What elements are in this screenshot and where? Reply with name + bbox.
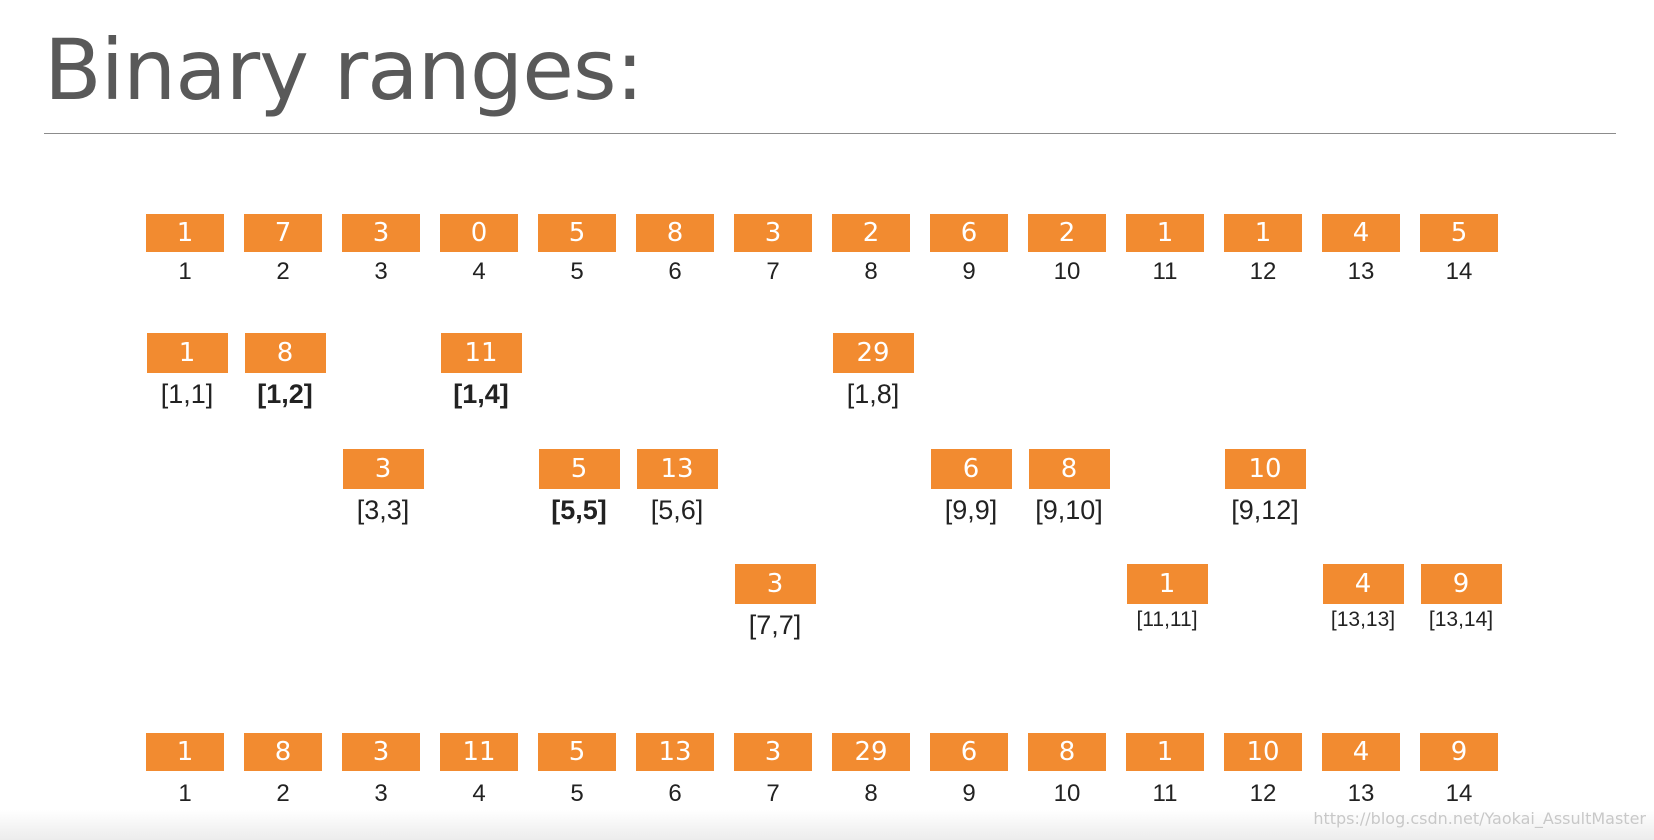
array-value-box: 1 [1126, 214, 1204, 252]
tree-value-box: 11 [440, 733, 518, 771]
level1-range-label: [1,8] [846, 379, 900, 409]
watermark: https://blog.csdn.net/Yaokai_AssultMaste… [1313, 809, 1646, 828]
array-index-label: 6 [668, 258, 682, 285]
level1-range-label: [1,2] [257, 379, 313, 409]
tree-index-label: 10 [1053, 780, 1081, 807]
level1-range-sum-box: 1 [146, 333, 228, 373]
level2-range-label: [9,9] [944, 495, 998, 525]
tree-value-box: 3 [734, 733, 812, 771]
slide-title: Binary ranges: [44, 21, 644, 119]
array-index-label: 9 [962, 258, 976, 285]
tree-value-box: 8 [244, 733, 322, 771]
tree-index-label: 4 [472, 780, 486, 807]
tree-index-label: 13 [1347, 780, 1375, 807]
array-index-label: 2 [276, 258, 290, 285]
tree-index-label: 7 [766, 780, 780, 807]
tree-index-label: 9 [962, 780, 976, 807]
tree-index-label: 11 [1152, 780, 1178, 807]
level3-range-sum-box: 4 [1322, 564, 1404, 604]
array-index-label: 4 [472, 258, 486, 285]
tree-index-label: 2 [276, 780, 290, 807]
tree-index-label: 3 [374, 780, 388, 807]
level1-range-sum-box: 8 [244, 333, 326, 373]
level2-range-sum-box: 10 [1224, 449, 1306, 489]
level2-range-sum-box: 3 [342, 449, 424, 489]
tree-value-box: 13 [636, 733, 714, 771]
tree-value-box: 10 [1224, 733, 1302, 771]
level2-range-sum-box: 6 [930, 449, 1012, 489]
tree-value-box: 3 [342, 733, 420, 771]
tree-value-box: 29 [832, 733, 910, 771]
array-index-label: 10 [1053, 258, 1081, 285]
tree-index-label: 6 [668, 780, 682, 807]
level1-range-sum-box: 29 [832, 333, 914, 373]
tree-value-box: 9 [1420, 733, 1498, 771]
array-value-box: 1 [146, 214, 224, 252]
level3-range-sum-box: 9 [1420, 564, 1502, 604]
level2-range-sum-box: 8 [1028, 449, 1110, 489]
level2-range-label: [9,10] [1035, 495, 1103, 525]
tree-value-box: 8 [1028, 733, 1106, 771]
level1-range-sum-box: 11 [440, 333, 522, 373]
array-value-box: 0 [440, 214, 518, 252]
level2-range-label: [5,6] [650, 495, 704, 525]
array-index-label: 1 [178, 258, 192, 285]
array-index-label: 8 [864, 258, 878, 285]
tree-index-label: 1 [178, 780, 192, 807]
level2-range-label: [5,5] [551, 495, 607, 525]
tree-value-box: 1 [1126, 733, 1204, 771]
tree-value-box: 5 [538, 733, 616, 771]
array-value-box: 3 [342, 214, 420, 252]
level3-range-label: [13,13] [1330, 608, 1396, 631]
array-value-box: 5 [538, 214, 616, 252]
tree-value-box: 6 [930, 733, 1008, 771]
array-index-label: 12 [1249, 258, 1277, 285]
level2-range-sum-box: 13 [636, 449, 718, 489]
tree-value-box: 4 [1322, 733, 1400, 771]
level3-range-sum-box: 1 [1126, 564, 1208, 604]
array-index-label: 7 [766, 258, 780, 285]
array-value-box: 8 [636, 214, 714, 252]
array-value-box: 2 [1028, 214, 1106, 252]
level1-range-label: [1,1] [160, 379, 214, 409]
array-value-box: 3 [734, 214, 812, 252]
level1-range-label: [1,4] [453, 379, 509, 409]
tree-index-label: 12 [1249, 780, 1277, 807]
tree-value-box: 1 [146, 733, 224, 771]
array-index-label: 5 [570, 258, 584, 285]
level3-range-label: [11,11] [1136, 608, 1198, 631]
tree-index-label: 8 [864, 780, 878, 807]
footer-band [0, 810, 1654, 840]
array-index-label: 3 [374, 258, 388, 285]
level2-range-label: [3,3] [356, 495, 410, 525]
tree-index-label: 5 [570, 780, 584, 807]
level3-range-label: [7,7] [748, 610, 802, 640]
array-index-label: 11 [1152, 258, 1178, 285]
array-value-box: 2 [832, 214, 910, 252]
array-value-box: 7 [244, 214, 322, 252]
array-value-box: 5 [1420, 214, 1498, 252]
title-divider [44, 133, 1616, 134]
level3-range-label: [13,14] [1428, 608, 1494, 631]
level3-range-sum-box: 3 [734, 564, 816, 604]
level2-range-label: [9,12] [1231, 495, 1299, 525]
array-value-box: 6 [930, 214, 1008, 252]
array-index-label: 13 [1347, 258, 1375, 285]
array-value-box: 4 [1322, 214, 1400, 252]
array-value-box: 1 [1224, 214, 1302, 252]
tree-index-label: 14 [1445, 780, 1473, 807]
level2-range-sum-box: 5 [538, 449, 620, 489]
array-index-label: 14 [1445, 258, 1473, 285]
